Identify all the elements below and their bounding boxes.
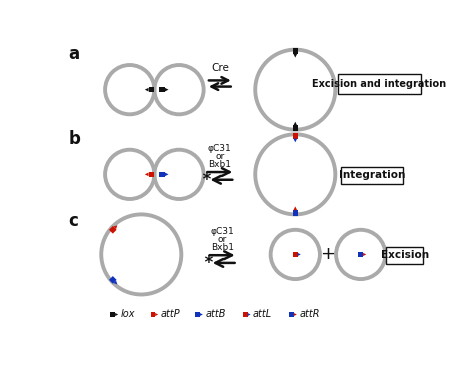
Text: Integration: Integration [339,170,405,180]
Bar [159,172,165,177]
FancyBboxPatch shape [386,247,423,264]
Text: *: * [203,254,213,272]
Text: φC31: φC31 [210,227,234,236]
Polygon shape [113,280,118,284]
Bar [110,312,115,317]
Polygon shape [200,313,203,316]
Text: Bxb1: Bxb1 [209,160,231,169]
Polygon shape [294,313,297,316]
Bar [289,312,294,317]
Polygon shape [293,138,297,142]
Text: +: + [320,246,336,264]
Polygon shape [293,54,297,58]
Text: c: c [68,212,78,230]
Polygon shape [298,253,301,256]
Polygon shape [113,225,118,229]
Text: φC31: φC31 [208,144,232,153]
Polygon shape [247,313,251,316]
Text: Bxb1: Bxb1 [210,243,234,252]
Bar [243,312,247,317]
Bar [149,172,154,177]
Text: lox: lox [120,309,135,319]
Bar [195,312,200,317]
Text: *: * [201,171,211,189]
Polygon shape [115,313,118,316]
Text: or: or [215,152,225,161]
Bar [292,126,298,131]
Text: Cre: Cre [211,63,229,73]
Polygon shape [165,88,169,92]
Bar [149,87,154,92]
FancyBboxPatch shape [337,74,421,94]
Text: attL: attL [253,309,272,319]
Bar [159,87,165,92]
Bar [292,133,298,138]
Text: Excision and integration: Excision and integration [312,79,447,89]
Polygon shape [165,172,169,176]
Bar [293,252,298,257]
Bar [292,210,298,216]
Text: Excision: Excision [381,250,428,260]
Bar [109,226,117,234]
Polygon shape [145,172,149,176]
FancyBboxPatch shape [341,166,403,184]
Text: a: a [68,45,79,63]
Bar [109,276,117,284]
Text: attR: attR [299,309,319,319]
Polygon shape [293,206,297,210]
Text: or: or [218,235,227,244]
Bar [151,312,155,317]
Polygon shape [145,88,149,92]
Bar [358,252,363,257]
Polygon shape [363,253,366,256]
Text: attB: attB [205,309,226,319]
Text: b: b [68,129,80,147]
Text: attP: attP [161,309,180,319]
Polygon shape [293,122,297,126]
Polygon shape [155,313,158,316]
Bar [292,48,298,54]
